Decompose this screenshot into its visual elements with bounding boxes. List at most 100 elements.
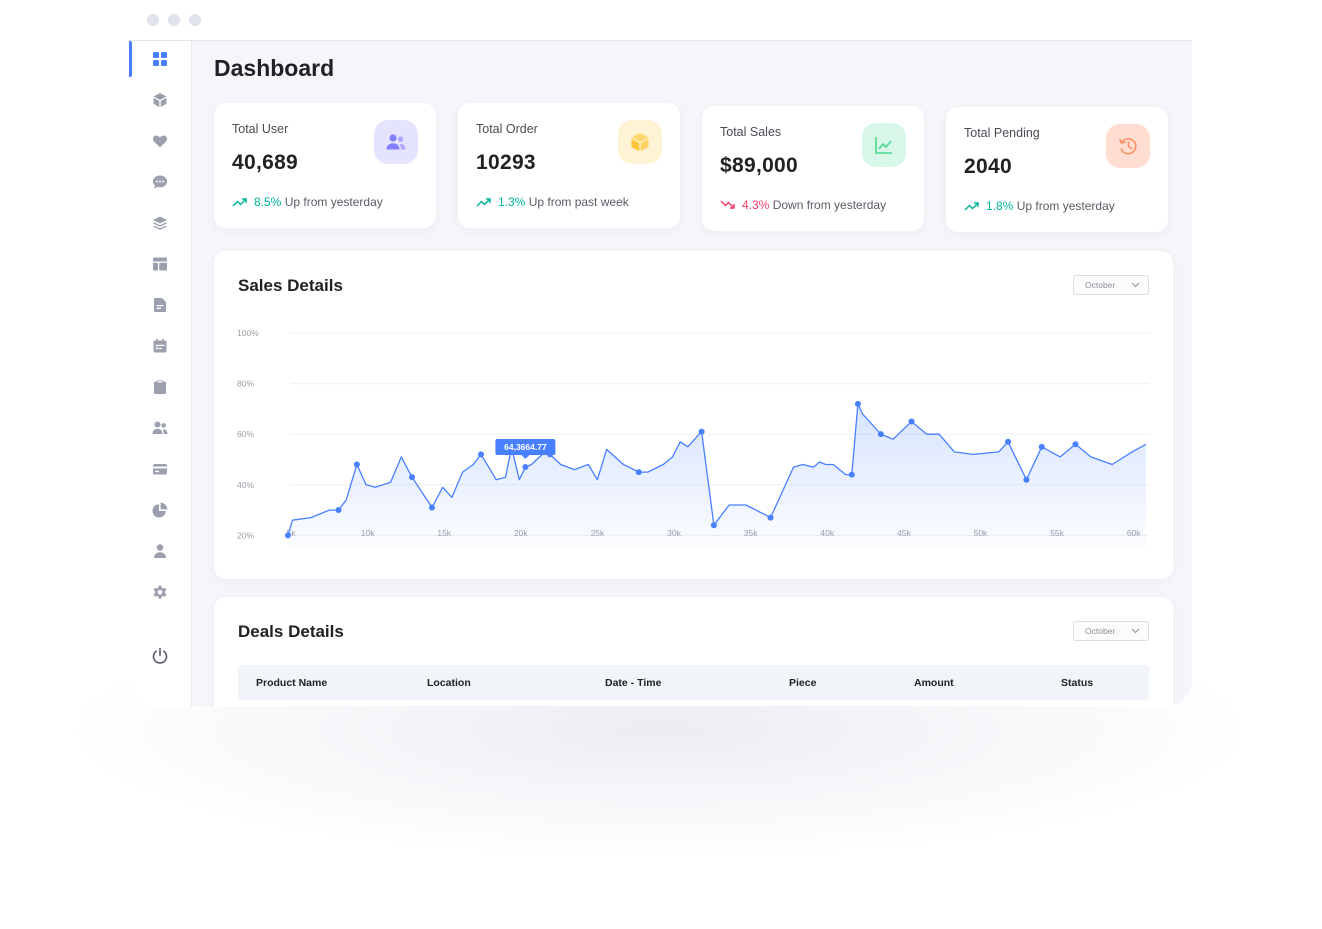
column-header-piece[interactable]: Piece [789,677,817,689]
chevron-down-icon [1131,282,1140,288]
stat-card-trend: 8.5% Up from yesterday [232,195,383,209]
deals-table-header: Product Name Location Date - Time Piece … [238,665,1149,700]
stat-card-icon [618,120,662,164]
stat-card-trend: 1.3% Up from past week [476,195,629,209]
sales-details-title: Sales Details [238,276,343,295]
sidebar-item-todo[interactable] [129,369,191,405]
sidebar-item-team[interactable] [129,533,191,569]
sidebar-item-ui-elements[interactable] [129,492,191,528]
tooltip-label: 64,3664.77 [504,442,547,452]
data-point [848,471,855,478]
y-tick-label: 100% [237,328,259,338]
deals-details-panel: Deals Details October Product Name Locat… [214,597,1173,706]
user-icon [154,544,166,558]
column-header-status[interactable]: Status [1061,677,1094,689]
column-header-product-name[interactable]: Product Name [256,677,328,689]
data-point [522,464,529,471]
stat-card-icon [862,123,906,167]
series-area [287,403,1146,548]
deals-month-select[interactable]: October [1073,621,1149,641]
stat-card-trend: 1.8% Up from yesterday [964,199,1115,213]
data-point [1038,443,1045,450]
stat-card-value: 2040 [964,155,1012,178]
stat-card-total-user: Total User 40,689 8.5% Up from yesterday [214,103,436,228]
sales-month-select-value: October [1085,280,1116,290]
sidebar-item-documents[interactable] [129,287,191,323]
trending-down-icon [720,200,735,209]
y-tick-label: 60% [237,429,254,439]
sidebar-item-calendar[interactable] [129,328,191,364]
trend-percent: 4.3% [742,198,770,212]
data-point [767,514,774,521]
deals-month-select-value: October [1085,626,1116,636]
stat-card-value: $89,000 [720,154,799,177]
settings-gear-icon [153,585,167,599]
sidebar-item-settings[interactable] [129,574,191,610]
sales-chart: 100%80%60%40%20%5k10k15k20k25k30k35k40k4… [237,328,1149,548]
sidebar-item-pricing[interactable] [129,246,191,282]
clipboard-icon [154,380,166,394]
stat-card-value: 10293 [476,151,536,174]
power-icon [152,647,168,664]
trend-text: Up from past week [528,195,629,209]
chat-bubble-icon [153,175,167,189]
chevron-down-icon [1131,628,1140,634]
history-clock-icon [1119,137,1137,155]
window-maximize-button[interactable] [189,14,201,26]
sales-details-panel: 100%80%60%40%20%5k10k15k20k25k30k35k40k4… [214,251,1173,579]
series-line [287,403,1147,536]
data-point [284,532,291,539]
calendar-icon [153,338,167,353]
trend-text: Up from yesterday [1016,199,1115,213]
data-point [635,469,642,476]
data-point [908,418,915,425]
sidebar-item-logout[interactable] [129,638,191,674]
line-chart-icon [875,137,892,154]
y-tick-label: 20% [237,530,254,540]
stat-card-total-order: Total Order 10293 1.3% Up from past week [458,103,680,228]
sidebar-item-inbox[interactable] [129,164,191,200]
sidebar-item-products[interactable] [129,82,191,118]
layers-icon [153,216,167,230]
stat-card-icon [374,120,418,164]
sidebar-item-contacts[interactable] [129,410,191,446]
sidebar-item-favorites[interactable] [129,123,191,159]
data-point [353,461,360,468]
app-window: Dashboard Total User 40,689 8.5% Up from… [129,40,1192,706]
pie-chart-icon [152,502,168,518]
stat-card-trend: 4.3% Down from yesterday [720,198,886,212]
column-header-amount[interactable]: Amount [914,677,954,689]
trend-percent: 1.8% [986,199,1014,213]
trending-up-icon [964,202,979,211]
stat-card-label: Total Pending [964,126,1040,140]
stat-card-total-sales: Total Sales $89,000 4.3% Down from yeste… [702,106,924,231]
column-header-date-time[interactable]: Date - Time [605,677,662,689]
window-close-button[interactable] [147,14,159,26]
y-tick-label: 40% [237,480,254,490]
table-layout-icon [153,257,167,271]
stat-card-label: Total Sales [720,125,782,139]
data-point [698,428,705,435]
sidebar-item-invoice[interactable] [129,451,191,487]
trend-percent: 1.3% [498,195,526,209]
data-point [854,400,861,407]
sidebar-item-stock[interactable] [129,205,191,241]
stat-card-total-pending: Total Pending 2040 1.8% Up from yesterda… [946,107,1168,232]
data-point [477,451,484,458]
deals-details-title: Deals Details [238,622,344,641]
data-point [409,474,416,481]
trend-percent: 8.5% [254,195,282,209]
box-icon [631,133,649,152]
window-minimize-button[interactable] [168,14,180,26]
sales-month-select[interactable]: October [1073,275,1149,295]
sidebar-item-dashboard[interactable] [129,41,191,77]
stat-card-value: 40,689 [232,151,299,174]
data-point [1005,438,1012,445]
credit-card-icon [153,464,167,475]
column-header-location[interactable]: Location [427,677,471,689]
trending-up-icon [476,198,491,207]
data-point [335,507,342,514]
stat-card-label: Total Order [476,122,538,136]
heart-icon [152,135,168,148]
box-icon [153,93,167,107]
